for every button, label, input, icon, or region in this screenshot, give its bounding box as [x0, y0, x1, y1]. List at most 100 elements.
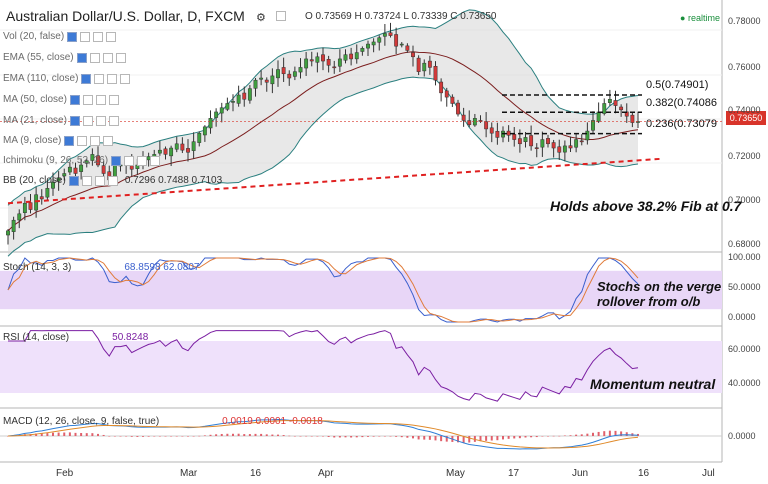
candle-body: [96, 155, 100, 166]
candle-body: [579, 140, 584, 143]
rsi-band: [0, 341, 722, 393]
candle: [180, 137, 185, 154]
y-tick: 40.0000: [728, 378, 761, 388]
macd-hist-bar: [181, 436, 184, 437]
stoch-panel: [0, 257, 722, 323]
candle-body: [242, 92, 247, 100]
macd-hist-bar: [417, 436, 420, 440]
macd-hist-bar: [603, 431, 606, 436]
plus-icon: [90, 135, 101, 146]
candle: [51, 172, 55, 196]
macd-hist-bar: [153, 436, 156, 437]
candle-body: [394, 34, 399, 47]
macd-hist-bar: [406, 436, 409, 438]
candle-body: [630, 114, 635, 123]
candle-body: [45, 188, 50, 198]
close-icon: [108, 94, 119, 105]
stoch-k-line: [7, 257, 639, 323]
candle: [163, 146, 168, 160]
candle-body: [73, 167, 78, 174]
macd-label: MACD (12, 26, close, 9, false, true) 0.00…: [3, 416, 323, 427]
candle: [214, 108, 219, 127]
candle: [231, 94, 235, 112]
settings-icon: [94, 73, 105, 84]
candle: [360, 46, 365, 56]
candle-body: [236, 94, 241, 104]
macd-hist-bar: [412, 436, 414, 439]
candle-body: [174, 143, 179, 150]
macd-hist-bar: [232, 433, 234, 436]
candle-body: [51, 181, 55, 189]
candle: [607, 89, 612, 106]
eye-icon: [69, 115, 80, 126]
ind-ma9[interactable]: MA (9, close): [3, 135, 114, 146]
x-tick: 16: [250, 468, 262, 479]
macd-hist-bar: [113, 436, 116, 437]
plus-icon: [93, 31, 104, 42]
macd-hist-bar: [620, 431, 623, 436]
ind-bb[interactable]: BB (20, close) 0.7296 0.7488 0.7103: [3, 175, 223, 186]
macd-hist-bar: [502, 436, 504, 440]
plus-icon: [137, 155, 148, 166]
ind-ichimoku[interactable]: Ichimoku (9, 26, 52, 26): [3, 155, 161, 166]
candle: [343, 49, 348, 64]
candle: [557, 139, 562, 161]
candle: [546, 134, 550, 148]
candle: [562, 140, 567, 162]
candle-body: [34, 194, 39, 211]
macd-hist-bar: [147, 436, 150, 437]
settings-icon[interactable]: ⚙: [256, 12, 266, 24]
header-buttons[interactable]: [276, 11, 286, 24]
macd-hist-bar: [395, 436, 398, 437]
macd-hist-bar: [552, 435, 555, 437]
macd-hist-bar: [547, 436, 549, 437]
candle-body: [101, 165, 106, 174]
candle: [489, 122, 494, 143]
ind-ma50[interactable]: MA (50, close): [3, 94, 119, 105]
macd-hist-bar: [513, 436, 516, 439]
macd-signal-line: [7, 420, 639, 449]
ind-vol[interactable]: Vol (20, false): [3, 31, 117, 42]
candle: [6, 229, 10, 245]
candle: [382, 23, 387, 46]
macd-hist-bar: [389, 436, 392, 437]
macd-hist-bar: [563, 435, 566, 436]
candle-body: [191, 141, 196, 151]
candle: [45, 179, 50, 200]
eye-icon[interactable]: [276, 11, 286, 21]
ind-ema55[interactable]: EMA (55, close): [3, 52, 126, 63]
realtime-badge: ● realtime: [680, 13, 720, 23]
candle-body: [180, 143, 185, 151]
candle-body: [276, 69, 280, 79]
candle: [427, 55, 432, 75]
macd-hist-bar: [614, 430, 617, 436]
settings-icon: [77, 135, 88, 146]
candle-body: [287, 73, 292, 79]
ind-ema110[interactable]: EMA (110, close): [3, 73, 131, 84]
candle-body: [613, 100, 618, 106]
ind-ma21[interactable]: MA (21, close): [3, 115, 119, 126]
macd-hist-bar: [80, 433, 83, 436]
macd-hist-bar: [130, 436, 133, 437]
macd-hist-bar: [518, 436, 521, 439]
x-tick: Apr: [318, 468, 334, 479]
macd-hist-bar: [535, 436, 538, 438]
ohlc-readout: O 0.73569 H 0.73724 L 0.73339 C 0.73650: [305, 11, 497, 22]
candle-body: [422, 62, 427, 72]
macd-hist-bar: [260, 433, 263, 436]
candle-body: [574, 139, 579, 148]
macd-hist-bar: [271, 434, 274, 436]
fib-label-0.382: 0.382(0.74086: [646, 97, 717, 109]
candle-body: [562, 145, 567, 153]
y-tick: 0.74000: [728, 105, 761, 115]
candle-body: [79, 164, 84, 172]
candle-body: [39, 196, 44, 200]
plus-icon: [95, 94, 106, 105]
eye-icon: [68, 175, 79, 186]
stoch-band: [0, 270, 722, 310]
realtime-label: realtime: [687, 13, 720, 23]
macd-hist-bar: [338, 436, 341, 438]
macd-hist-bar: [367, 436, 369, 437]
candle-body: [163, 148, 168, 155]
candle-body: [214, 111, 219, 118]
